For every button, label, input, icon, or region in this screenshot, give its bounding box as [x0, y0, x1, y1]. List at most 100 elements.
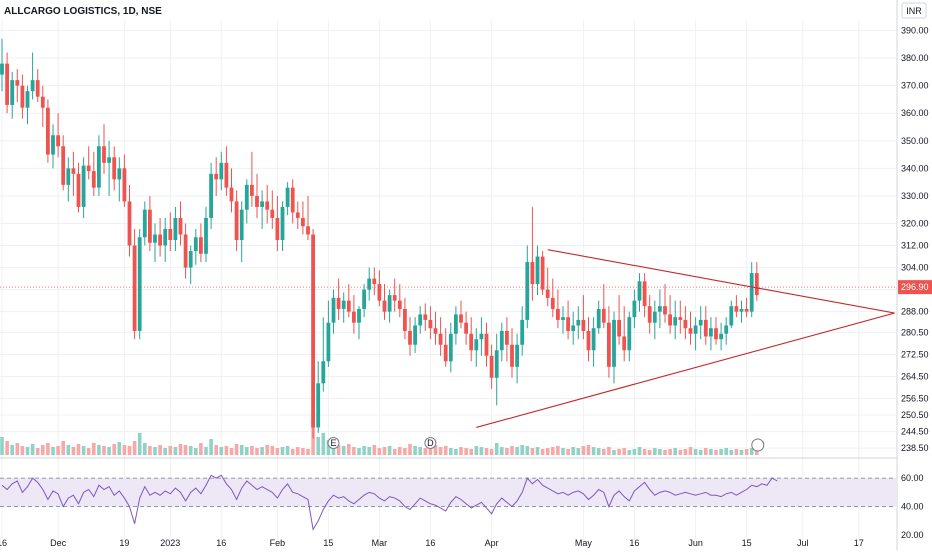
- volume-bar: [41, 445, 45, 455]
- candle-body: [377, 284, 382, 301]
- time-tick-label: 15: [742, 538, 752, 548]
- volume-bar: [408, 444, 412, 455]
- candle-body: [658, 306, 662, 312]
- volume-bar: [76, 444, 81, 455]
- volume-bar: [81, 446, 86, 455]
- candle-body: [15, 80, 20, 86]
- candle-body: [209, 173, 213, 218]
- volume-bar: [474, 446, 479, 455]
- candle-body: [331, 297, 336, 323]
- candle-body: [234, 201, 239, 240]
- volume-bar: [336, 445, 341, 455]
- time-tick-label: Jul: [797, 538, 809, 548]
- candle-body: [321, 361, 326, 384]
- volume-bar: [688, 447, 693, 455]
- candle-body: [0, 63, 4, 75]
- volume-bar: [122, 445, 127, 455]
- candle-body: [698, 319, 703, 326]
- volume-bar: [5, 441, 9, 455]
- volume-bar: [714, 450, 718, 455]
- volume-bar: [658, 449, 662, 455]
- candle-body: [387, 295, 392, 312]
- volume-bar: [392, 449, 397, 455]
- time-tick-label: 15: [323, 538, 333, 548]
- candle-body: [714, 328, 718, 340]
- candle-body: [484, 333, 489, 356]
- volume-bar: [607, 447, 611, 455]
- volume-bar: [520, 445, 524, 455]
- candle-body: [30, 80, 35, 92]
- volume-bar: [352, 447, 356, 455]
- candle-body: [637, 281, 642, 301]
- volume-bar: [173, 447, 178, 455]
- volume-bar: [673, 448, 677, 455]
- candle-body: [219, 162, 224, 180]
- candle-body: [571, 325, 576, 331]
- volume-bar: [494, 443, 499, 455]
- price-tick-label: 312.00: [901, 241, 929, 251]
- rsi-tick-label: 60.00: [901, 473, 924, 483]
- volume-bar: [535, 447, 540, 455]
- price-tick-label: 390.00: [901, 26, 929, 36]
- price-tick-label: 370.00: [901, 81, 929, 91]
- volume-bar: [709, 449, 713, 455]
- rsi-band: [0, 478, 896, 507]
- volume-bar: [653, 448, 657, 455]
- volume-bar: [148, 446, 152, 455]
- time-tick-label: 19: [119, 538, 129, 548]
- event-marker-label: E: [330, 438, 336, 448]
- volume-bar: [168, 446, 173, 455]
- candle-body: [754, 273, 759, 296]
- volume-bar: [729, 450, 734, 455]
- volume-bar: [469, 449, 473, 455]
- volume-bar: [153, 447, 157, 455]
- currency-label: INR: [906, 6, 922, 16]
- candle-body: [153, 234, 157, 243]
- volume-bar: [545, 448, 550, 455]
- candle-body: [311, 234, 315, 428]
- volume-bar: [347, 444, 351, 455]
- volume-bar: [321, 433, 326, 455]
- candle-body: [703, 319, 708, 337]
- volume-bar: [433, 445, 438, 455]
- volume-bar: [632, 449, 637, 455]
- volume-bar: [571, 447, 575, 455]
- candle-body: [112, 157, 117, 180]
- volume-bar: [280, 447, 285, 455]
- volume-bar: [178, 444, 183, 455]
- time-tick-label: May: [575, 538, 593, 548]
- candle-body: [729, 306, 734, 326]
- volume-bar: [724, 448, 728, 455]
- candle-body: [499, 330, 504, 351]
- price-tick-label: 288.00: [901, 307, 929, 317]
- volume-bar: [290, 449, 295, 455]
- volume-bar: [214, 445, 218, 455]
- candle-body: [443, 344, 448, 362]
- currency-badge[interactable]: [901, 2, 927, 19]
- candle-body: [275, 217, 280, 240]
- candle-body: [464, 322, 468, 334]
- volume-bar: [698, 450, 703, 455]
- volume-bar: [500, 447, 504, 455]
- volume-bar: [30, 444, 35, 455]
- candle-body: [418, 314, 423, 326]
- volume-bar: [239, 445, 244, 455]
- volume-bar: [234, 444, 239, 455]
- candle-body: [678, 317, 683, 320]
- volume-bar: [86, 448, 91, 455]
- candle-body: [423, 314, 428, 320]
- candle-body: [392, 295, 397, 301]
- volume-bar: [734, 449, 739, 455]
- candle-body: [316, 383, 321, 428]
- candle-body: [40, 96, 45, 108]
- candle-body: [199, 237, 203, 254]
- volume-bar: [627, 450, 632, 455]
- volume-bar: [602, 449, 606, 455]
- volume-bar: [551, 447, 555, 455]
- volume-bar: [183, 445, 188, 455]
- volume-bar: [301, 448, 305, 455]
- candle-body: [535, 256, 540, 285]
- volume-bar: [97, 445, 101, 455]
